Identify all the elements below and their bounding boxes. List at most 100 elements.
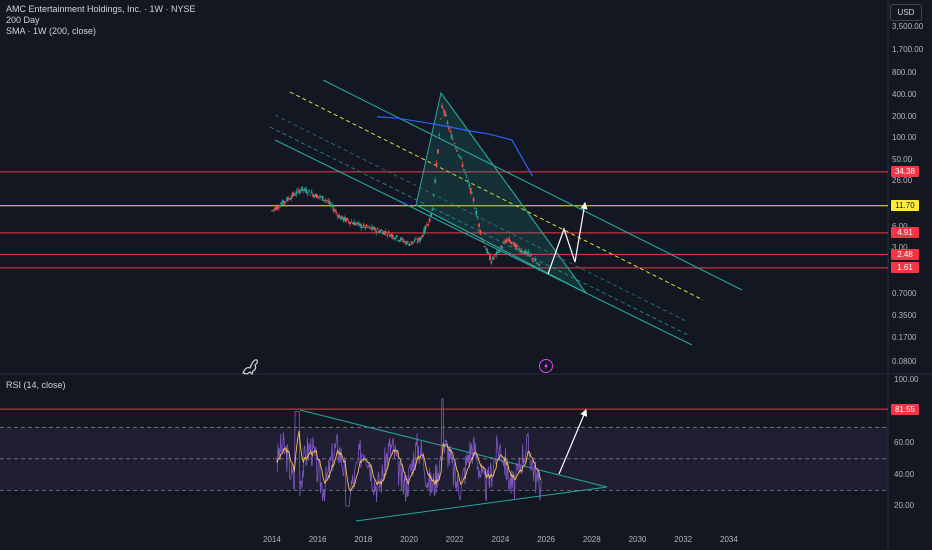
- candle-body: [383, 231, 386, 235]
- candle-body: [521, 252, 524, 254]
- candle-body: [294, 194, 297, 196]
- price-level-tag[interactable]: 2.48: [891, 248, 919, 260]
- x-axis-tick-label: 2034: [720, 535, 738, 544]
- candle-body: [483, 245, 486, 247]
- candle-body: [479, 230, 482, 235]
- rsi-indicator-label[interactable]: RSI (14, close): [6, 380, 66, 390]
- x-axis-tick-label: 2022: [445, 535, 464, 544]
- indicator-label-200-day[interactable]: 200 Day: [6, 15, 40, 25]
- candle-body: [288, 199, 291, 200]
- price-level-tag[interactable]: 11.70: [891, 200, 919, 212]
- candle-body: [424, 225, 427, 230]
- candle-body: [335, 212, 338, 214]
- candle-body: [394, 238, 397, 240]
- candle-body: [364, 226, 367, 229]
- candle-body: [405, 242, 408, 245]
- y-axis-tick-label: 400.00: [892, 89, 917, 99]
- candle-body: [317, 196, 320, 198]
- candle-body: [412, 241, 415, 243]
- candle-body: [293, 192, 295, 195]
- candle-body: [495, 251, 498, 255]
- y-axis-tick-label: 800.00: [892, 68, 917, 78]
- candle-body: [271, 210, 273, 212]
- candle-body: [506, 238, 509, 240]
- rsi-axis-tick-label: 100.00: [894, 375, 919, 384]
- sma-line: [377, 116, 534, 177]
- y-axis-tick-label: 3,500.00: [892, 22, 924, 31]
- candle-body: [435, 162, 438, 167]
- candle-body: [365, 224, 368, 227]
- candle-body: [356, 222, 358, 225]
- candle-body: [382, 231, 384, 235]
- candle-body: [432, 194, 435, 196]
- candle-body: [389, 235, 391, 237]
- candle-body: [445, 115, 448, 117]
- candle-body: [404, 240, 406, 242]
- candle-body: [498, 250, 501, 253]
- price-level-tag[interactable]: 1.61: [891, 262, 919, 274]
- candle-body: [384, 231, 387, 233]
- candle-body: [369, 227, 372, 230]
- candle-body: [338, 214, 341, 218]
- candle-body: [463, 169, 465, 171]
- candle-body: [302, 189, 305, 191]
- y-axis-tick-label: 0.3500: [892, 310, 917, 320]
- candle-body: [306, 193, 309, 195]
- candle-body: [360, 224, 363, 228]
- candle-body: [341, 215, 343, 219]
- candle-body: [493, 257, 496, 259]
- candle-body: [456, 149, 458, 152]
- rsi-level-tag[interactable]: 81.55: [891, 403, 919, 415]
- candle-body: [331, 204, 334, 207]
- candle-body: [421, 234, 424, 237]
- candle-body: [391, 234, 394, 238]
- candle-body: [330, 204, 332, 206]
- candle-body: [528, 253, 531, 255]
- currency-button[interactable]: USD: [890, 4, 922, 21]
- y-axis-tick-label: 6.00: [892, 221, 908, 231]
- candle-body: [399, 237, 402, 241]
- candle-body: [480, 238, 483, 240]
- candle-body: [461, 163, 464, 167]
- candle-body: [446, 121, 449, 124]
- indicator-label-sma[interactable]: SMA · 1W (200, close): [6, 26, 97, 36]
- price-level-tag[interactable]: 4.91: [891, 227, 919, 239]
- candle-body: [524, 250, 527, 254]
- candle-body: [482, 241, 485, 243]
- chart-title[interactable]: AMC Entertainment Holdings, Inc. · 1W · …: [6, 4, 196, 14]
- candle-body: [417, 238, 420, 241]
- rsi-upper-trendline: [299, 409, 608, 488]
- candle-body: [465, 175, 468, 177]
- candle-body: [439, 118, 442, 120]
- x-axis-tick-label: 2030: [628, 535, 647, 544]
- candle-body: [345, 217, 347, 222]
- candle-body: [511, 243, 513, 244]
- x-axis-tick-label: 2016: [308, 535, 327, 544]
- candle-body: [454, 147, 457, 149]
- x-axis-tick-label: 2020: [400, 535, 418, 544]
- y-axis-tick-label: 0.1700: [892, 333, 917, 343]
- x-axis-tick-label: 2028: [582, 535, 601, 544]
- candle-body: [471, 192, 474, 194]
- lightning-event-icon[interactable]: [539, 359, 553, 373]
- candle-body: [512, 241, 515, 243]
- y-axis-tick-label: 0.7000: [892, 289, 917, 298]
- candle-body: [353, 221, 356, 226]
- candle-body: [527, 251, 530, 255]
- candle-body: [332, 209, 335, 212]
- candle-body: [324, 199, 327, 201]
- candle-body: [286, 197, 288, 202]
- candle-body: [442, 108, 445, 110]
- y-axis-tick-label: 100.00: [892, 133, 917, 143]
- candle-body: [312, 194, 315, 197]
- price-level-tag[interactable]: 34.38: [891, 166, 919, 178]
- y-axis-tick-label: 1,700.00: [892, 44, 924, 54]
- x-axis-tick-label: 2032: [674, 535, 693, 544]
- y-axis-tick-label: 0.0800: [892, 357, 917, 366]
- candle-body: [379, 230, 382, 233]
- candle-body: [376, 228, 379, 230]
- candle-body: [343, 217, 346, 221]
- candle-body: [475, 210, 478, 215]
- y-axis-tick-label: 50.00: [892, 155, 913, 165]
